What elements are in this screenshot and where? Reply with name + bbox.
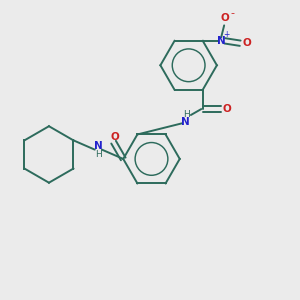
Text: +: + [223,30,230,39]
Text: H: H [183,110,190,119]
Text: N: N [181,116,189,127]
Text: O: O [222,104,231,114]
Text: O: O [243,38,252,48]
Text: O: O [220,13,229,23]
Text: N: N [217,36,226,46]
Text: H: H [95,151,102,160]
Text: -: - [230,8,235,19]
Text: N: N [94,141,103,151]
Text: O: O [110,132,119,142]
